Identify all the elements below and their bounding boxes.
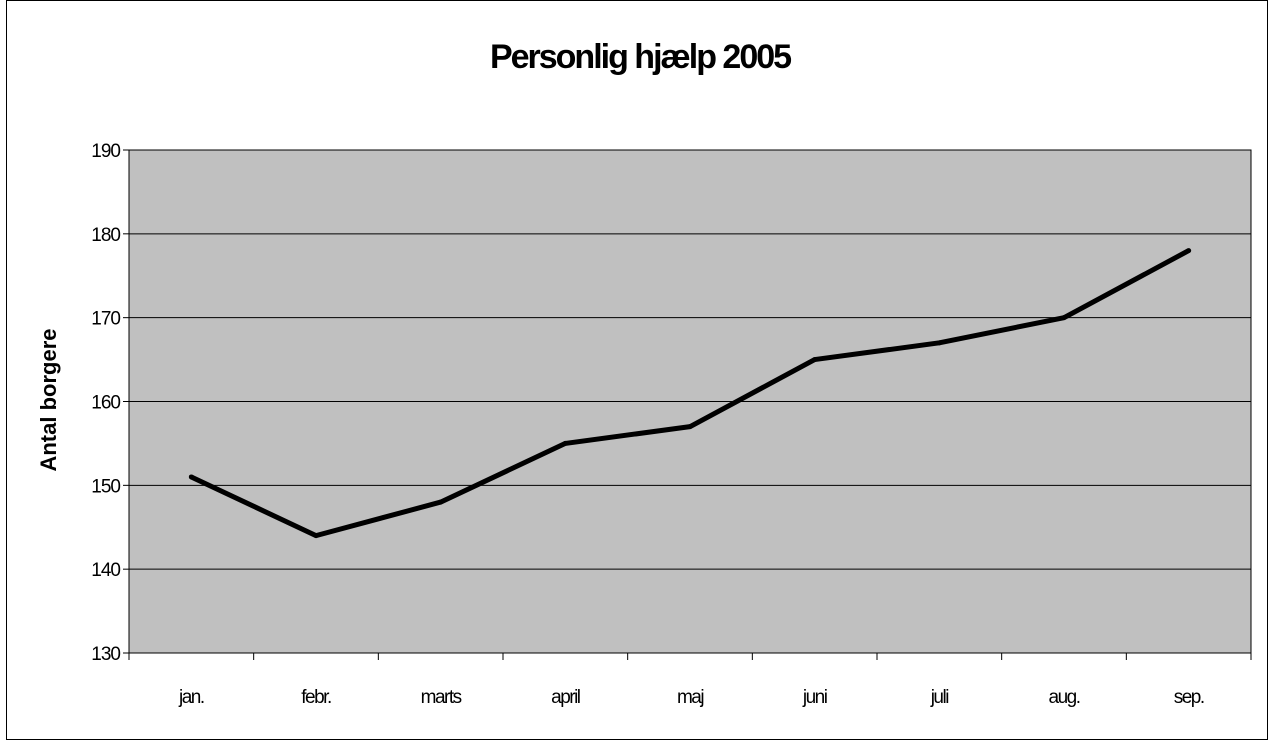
chart-title: Personlig hjælp 2005 bbox=[490, 38, 791, 76]
x-tick-label: juni bbox=[802, 687, 827, 708]
y-tick-label: 160 bbox=[91, 393, 120, 414]
y-tick-label: 170 bbox=[91, 309, 120, 330]
data-point bbox=[812, 357, 818, 363]
y-tick-label: 150 bbox=[91, 476, 120, 497]
data-point bbox=[1061, 315, 1067, 321]
series-group bbox=[188, 248, 1192, 539]
x-tick-label: febr. bbox=[301, 687, 331, 708]
x-tick-label: april bbox=[551, 687, 580, 708]
data-point bbox=[936, 340, 942, 346]
x-tick-label: aug. bbox=[1049, 687, 1080, 708]
y-tick-label: 190 bbox=[91, 141, 120, 162]
data-point bbox=[188, 474, 194, 480]
data-point bbox=[562, 440, 568, 446]
data-point bbox=[313, 533, 319, 539]
data-point bbox=[1186, 248, 1192, 254]
y-tick-label: 140 bbox=[91, 560, 120, 581]
x-tick-label: jan. bbox=[178, 687, 204, 708]
x-tick-label: marts bbox=[421, 687, 462, 708]
data-point bbox=[687, 424, 693, 430]
x-tick-label: maj bbox=[677, 687, 703, 708]
y-axis-label: Antal borgere bbox=[36, 328, 61, 471]
x-tick-label: sep. bbox=[1174, 687, 1204, 708]
y-tick-label: 130 bbox=[91, 644, 120, 665]
y-axis: 130 140 150 160 170 180 190 bbox=[91, 141, 130, 665]
y-tick-label: 180 bbox=[91, 225, 120, 246]
x-tick-label: juli bbox=[930, 687, 949, 708]
x-axis: jan. febr. marts april maj juni juli aug. sep. bbox=[128, 652, 1252, 708]
data-point bbox=[438, 499, 444, 505]
